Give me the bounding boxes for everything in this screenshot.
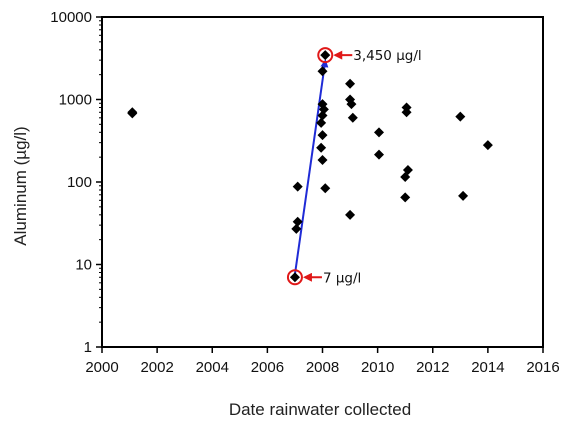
x-tick-label: 2008: [306, 359, 339, 376]
highlight-label: 7 µg/l: [323, 270, 361, 286]
data-point: [458, 190, 469, 201]
data-point: [374, 149, 385, 160]
data-point: [316, 142, 327, 153]
x-tick-label: 2014: [471, 359, 504, 376]
data-point: [317, 110, 328, 121]
y-tick-label: 1: [84, 339, 92, 356]
data-point: [345, 78, 356, 89]
highlight-circle: [286, 269, 303, 286]
data-point: [289, 272, 300, 283]
data-point: [400, 171, 411, 182]
y-tick-label: 10000: [50, 9, 92, 26]
y-axis: 1 10 100 1000 10000: [50, 9, 102, 356]
y-tick-label: 1000: [59, 92, 92, 109]
data-point: [455, 111, 466, 122]
data-point: [291, 223, 302, 234]
connector-arrow: [293, 59, 329, 275]
data-point: [320, 183, 331, 194]
y-axis-title: Aluminum (µg/l): [11, 126, 30, 245]
x-tick-label: 2006: [251, 359, 284, 376]
data-point: [127, 108, 138, 119]
x-axis-title: Date rainwater collected: [229, 400, 411, 419]
connector-layer: [293, 59, 329, 275]
data-points: [127, 50, 493, 283]
data-point: [292, 181, 303, 192]
data-point: [320, 50, 331, 61]
data-point: [346, 99, 357, 110]
y-tick-label: 100: [67, 174, 92, 191]
x-axis: 2000 2002 2004 2006 2008 2010 2012 2014 2016: [85, 347, 560, 376]
data-point: [345, 209, 356, 220]
x-tick-label: 2010: [361, 359, 394, 376]
x-tick-label: 2016: [526, 359, 559, 376]
highlight-label: 3,450 µg/l: [353, 48, 421, 64]
data-point: [317, 154, 328, 165]
data-point: [292, 216, 303, 227]
highlight-circle: [317, 47, 334, 64]
data-point: [400, 192, 411, 203]
x-tick-label: 2012: [416, 359, 449, 376]
data-point: [482, 140, 493, 151]
data-point: [347, 112, 358, 123]
highlight-layer: 7 µg/l 3,450 µg/l: [286, 47, 422, 286]
data-point: [317, 130, 328, 141]
data-point: [317, 66, 328, 77]
data-point: [401, 107, 412, 118]
y-tick-label: 10: [75, 257, 92, 274]
x-tick-label: 2004: [196, 359, 229, 376]
x-tick-label: 2002: [140, 359, 173, 376]
data-point: [316, 117, 327, 128]
data-point: [374, 127, 385, 138]
x-tick-label: 2000: [85, 359, 118, 376]
